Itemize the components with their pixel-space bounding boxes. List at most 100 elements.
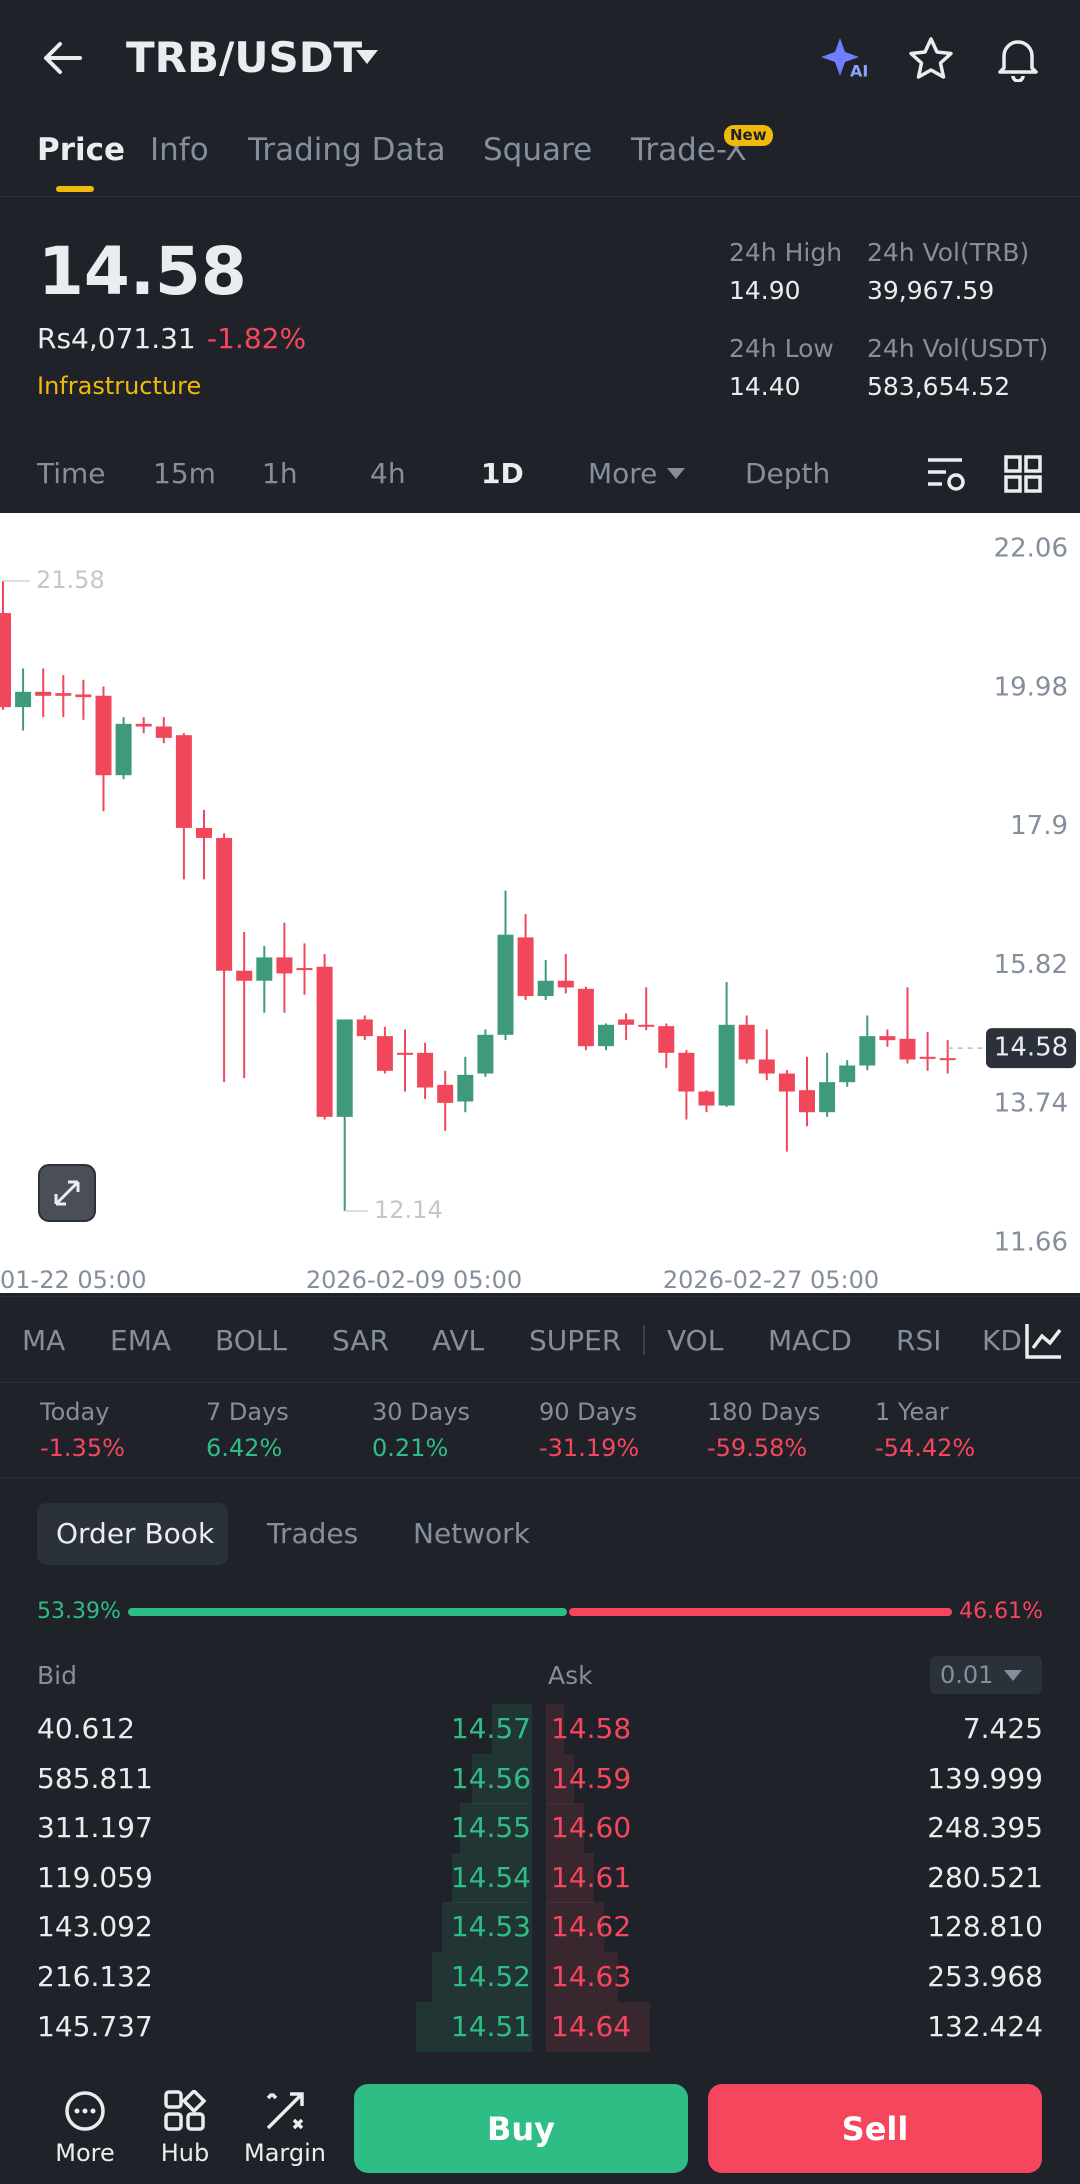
interval-tab[interactable]: 1h: [262, 457, 298, 490]
ask-qty: 7.425: [962, 1712, 1043, 1745]
bid-qty: 145.737: [37, 2009, 153, 2043]
sell-label[interactable]: Sell: [841, 2110, 909, 2148]
fiat-price: Rs4,071.31: [37, 322, 196, 355]
ask-depth: [546, 1952, 618, 2002]
indicator-tab[interactable]: RSI: [896, 1324, 942, 1357]
favorite-icon[interactable]: [908, 36, 954, 80]
fullscreen-button[interactable]: [38, 1164, 96, 1222]
bid-depth: [492, 1704, 532, 1754]
book-tab[interactable]: Trades: [267, 1517, 359, 1550]
pair-dropdown[interactable]: [354, 48, 380, 66]
price-change: -1.82%: [207, 322, 307, 355]
bid-header: Bid: [37, 1660, 77, 1690]
back-button[interactable]: [40, 36, 84, 80]
nav-label[interactable]: Hub: [160, 2139, 210, 2167]
book-tab[interactable]: Network: [413, 1517, 530, 1550]
candle-body: [638, 1024, 655, 1027]
indicator-tab[interactable]: MA: [22, 1324, 66, 1357]
sell-button[interactable]: [708, 2084, 1042, 2173]
chart-settings-icon[interactable]: [926, 454, 966, 494]
candle-body: [457, 1074, 474, 1102]
candle-body: [939, 1058, 956, 1061]
ask-header: Ask: [548, 1660, 593, 1690]
indicator-tab[interactable]: AVL: [432, 1324, 485, 1357]
indicator-settings-icon[interactable]: [1024, 1322, 1064, 1360]
bid-price: 14.55: [450, 1811, 531, 1845]
candle-body: [15, 691, 32, 708]
candle-body: [799, 1090, 815, 1113]
stat-value: 583,654.52: [867, 371, 1011, 401]
indicator-tab[interactable]: EMA: [110, 1324, 172, 1357]
ask-price: 14.60: [551, 1811, 632, 1845]
candle-body: [316, 966, 333, 1117]
nav-label[interactable]: Margin: [244, 2139, 326, 2167]
stat-label: 24h Vol(USDT): [867, 333, 1049, 363]
bid-price: 14.52: [450, 1960, 531, 1993]
candle-body: [517, 937, 534, 997]
candle-body: [437, 1084, 454, 1103]
tab[interactable]: Info: [150, 131, 209, 168]
indicator-tab[interactable]: SUPER: [529, 1324, 622, 1357]
buy-button[interactable]: [354, 2084, 688, 2173]
book-tab[interactable]: Order Book: [56, 1517, 215, 1550]
buy-label[interactable]: Buy: [486, 2110, 556, 2148]
bid-price: 14.57: [450, 1712, 531, 1745]
last-price: 14.58: [38, 233, 247, 310]
x-tick-label: 2026-02-09 05:00: [306, 1266, 522, 1293]
layout-icon[interactable]: [1004, 455, 1042, 493]
tab-pill: [37, 1503, 228, 1565]
ask-depth: [546, 1803, 584, 1854]
period-change: 6.42%: [206, 1434, 283, 1462]
tab[interactable]: Square: [483, 131, 593, 168]
indicator-tab[interactable]: VOL: [667, 1324, 724, 1357]
sector-tag: Infrastructure: [37, 372, 202, 400]
candle-body: [718, 1024, 735, 1106]
interval-tab[interactable]: 1D: [481, 457, 524, 490]
candle-body: [899, 1038, 916, 1060]
ask-qty: 280.521: [927, 1860, 1043, 1894]
interval-tab[interactable]: More: [588, 457, 658, 490]
nav-label[interactable]: More: [55, 2139, 115, 2167]
interval-tab[interactable]: 15m: [153, 457, 216, 490]
stat-label: 24h Low: [729, 333, 834, 363]
more-icon[interactable]: [64, 2090, 106, 2132]
y-tick-label: 15.82: [994, 950, 1068, 980]
indicator-tab[interactable]: MACD: [768, 1324, 852, 1357]
ask-qty: 132.424: [927, 2009, 1043, 2043]
hub-icon[interactable]: [164, 2090, 206, 2132]
tab[interactable]: Price: [37, 131, 126, 168]
ask-qty: 248.395: [927, 1811, 1043, 1845]
indicator-tab[interactable]: SAR: [332, 1324, 389, 1357]
candle-body: [35, 691, 52, 696]
ask-price: 14.63: [551, 1960, 632, 1993]
ask-ratio-bar: [568, 1608, 952, 1616]
margin-icon[interactable]: [264, 2090, 306, 2132]
ask-price: 14.62: [551, 1910, 632, 1944]
interval-tab[interactable]: Time: [37, 457, 106, 490]
candle-body: [55, 693, 72, 696]
bid-qty: 119.059: [37, 1860, 153, 1894]
stat-value: 14.40: [729, 371, 801, 401]
period-label: 90 Days: [539, 1398, 638, 1426]
alert-icon[interactable]: [994, 34, 1042, 82]
interval-tab[interactable]: 4h: [370, 457, 406, 490]
candle-body: [859, 1036, 876, 1066]
candle-body: [115, 723, 132, 776]
candle-body: [0, 613, 11, 708]
interval-tab[interactable]: Depth: [745, 457, 831, 490]
period-change: -31.19%: [539, 1434, 640, 1462]
ask-price: 14.59: [551, 1761, 632, 1795]
candle-body: [196, 827, 212, 838]
tab[interactable]: Trading Data: [248, 131, 446, 168]
candle-body: [276, 957, 293, 974]
candle-body: [778, 1073, 795, 1092]
bid-depth: [452, 1852, 532, 1903]
bid-qty: 311.197: [37, 1811, 153, 1845]
precision-box[interactable]: [930, 1656, 1042, 1694]
ask-qty: 253.968: [927, 1960, 1043, 1993]
pair-title: TRB/USDT: [126, 33, 363, 82]
indicator-tab[interactable]: KD: [982, 1324, 1022, 1357]
indicator-tab[interactable]: BOLL: [215, 1324, 287, 1357]
ai-icon[interactable]: AI: [820, 36, 872, 82]
